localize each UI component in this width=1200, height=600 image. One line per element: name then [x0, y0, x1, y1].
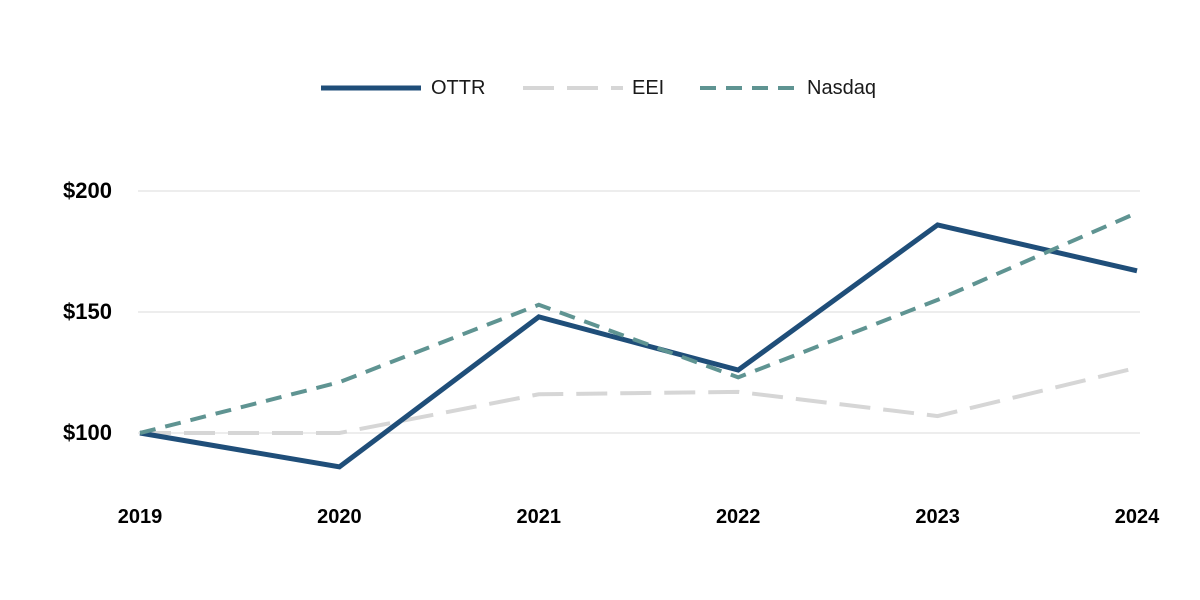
y-tick-label: $150	[63, 299, 112, 324]
legend-item-eei: EEI	[523, 74, 664, 102]
legend-item-ottr: OTTR	[320, 74, 485, 102]
x-tick-label: 2021	[516, 506, 562, 528]
ottr-line-sample-icon	[321, 85, 421, 91]
series-line-ottr	[139, 222, 1138, 470]
x-tick-label: 2020	[317, 506, 362, 528]
y-tick-label: $200	[63, 178, 112, 203]
x-tick-label: 2024	[1114, 506, 1160, 528]
x-tick-label: 2023	[915, 506, 960, 528]
series-line-nasdaq	[139, 210, 1138, 435]
eei-line-sample-icon	[523, 86, 623, 90]
gridlines	[138, 190, 1140, 434]
series-lines	[139, 210, 1138, 470]
legend-label-nasdaq: Nasdaq	[807, 76, 876, 99]
legend-item-nasdaq: Nasdaq	[700, 74, 876, 102]
x-tick-label: 2019	[117, 506, 163, 528]
nasdaq-line-sample-icon	[700, 86, 798, 90]
chart-legend: OTTR EEI Nasdaq	[0, 74, 1200, 102]
legend-label-eei: EEI	[632, 76, 665, 99]
legend-label-ottr: OTTR	[431, 76, 486, 99]
x-tick-label: 2022	[715, 506, 761, 528]
series-line-eei	[140, 365, 1138, 435]
y-tick-label: $100	[63, 420, 112, 445]
